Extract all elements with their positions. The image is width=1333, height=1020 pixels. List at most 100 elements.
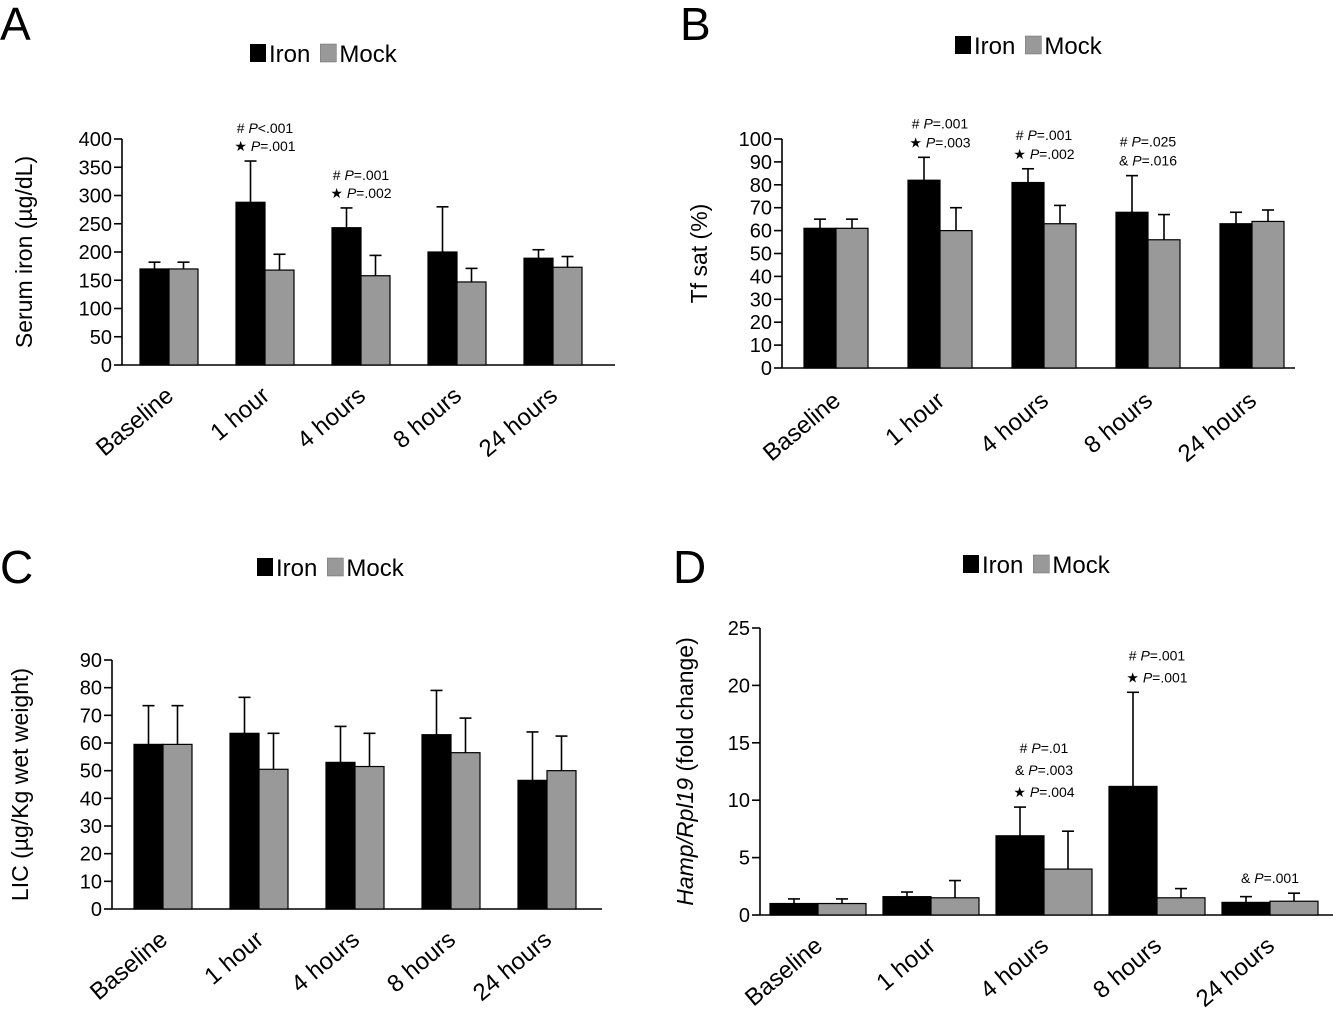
p-label: P: [1140, 647, 1150, 663]
significance-symbol: #: [333, 167, 345, 183]
x-tick-label: 24 hours: [468, 926, 557, 1007]
bar-mock-1: [258, 768, 289, 910]
significance-annotation: ★ P=.004: [1013, 784, 1074, 800]
y-tick-label: 5: [739, 848, 750, 870]
legend-label-iron: Iron: [974, 33, 1015, 60]
significance-annotation: & P=.001: [1241, 870, 1299, 886]
p-label: P: [251, 138, 261, 154]
y-tick-label: 60: [750, 221, 772, 243]
p-value: =.001: [260, 138, 296, 154]
bar-iron-3: [1108, 785, 1158, 916]
bar-iron-2: [1011, 181, 1045, 369]
bar-mock-2: [1043, 223, 1077, 369]
significance-symbol: ★: [1013, 146, 1029, 162]
p-value: =.003: [1038, 762, 1074, 778]
legend-swatch-mock: [1025, 35, 1042, 55]
y-tick-label: 0: [101, 355, 112, 377]
bar-mock-4: [546, 770, 577, 910]
significance-annotation: ★ P=.001: [1126, 669, 1187, 685]
y-axis-label: LIC (µg/Kg wet weight): [7, 668, 33, 901]
significance-symbol: &: [1015, 762, 1028, 778]
p-label: P: [248, 120, 258, 136]
y-axis-label: Hamp/Rpl19 (fold change): [672, 637, 698, 905]
legend-label-mock: Mock: [1052, 552, 1110, 579]
legend-swatch-iron: [963, 555, 979, 573]
p-value: <.001: [258, 120, 294, 136]
legend-label-mock: Mock: [346, 555, 404, 582]
y-tick-label: 20: [728, 675, 750, 697]
x-tick-label: 24 hours: [1173, 387, 1262, 468]
y-axis-label-part: (fold change): [672, 637, 698, 778]
p-value: =.002: [1039, 146, 1075, 162]
y-tick-label: 90: [750, 152, 772, 174]
p-label: P: [1143, 669, 1153, 685]
p-value: =.001: [933, 115, 969, 131]
x-tick-label: Baseline: [85, 926, 173, 1006]
y-axis-label-part: LIC (µg/Kg wet weight): [7, 668, 33, 901]
p-value: =.002: [356, 185, 392, 201]
legend-swatch-iron: [250, 44, 266, 62]
significance-annotation: # P=.001: [1129, 647, 1186, 663]
legend-swatch-mock: [320, 43, 337, 63]
p-label: P: [1030, 146, 1040, 162]
y-tick-label: 50: [750, 244, 772, 266]
y-axis-label-part: Serum iron (µg/dL): [11, 156, 37, 348]
p-label: P: [1027, 127, 1037, 143]
p-label: P: [1031, 740, 1041, 756]
significance-symbol: ★: [330, 185, 346, 201]
significance-symbol: #: [237, 120, 249, 136]
bar-iron-3: [427, 251, 458, 366]
bar-mock-1: [264, 269, 295, 366]
y-tick-label: 300: [79, 186, 112, 208]
bar-iron-1: [229, 732, 260, 910]
bar-mock-0: [168, 268, 199, 366]
bar-mock-1: [939, 230, 973, 369]
bar-iron-1: [882, 896, 932, 916]
x-tick-label: 4 hours: [286, 926, 365, 998]
significance-annotation: & P=.003: [1015, 762, 1073, 778]
legend-label-iron: Iron: [269, 41, 310, 68]
x-tick-label: 8 hours: [1079, 387, 1158, 459]
bar-mock-2: [354, 765, 385, 910]
significance-symbol: #: [1016, 127, 1028, 143]
bar-iron-4: [1219, 223, 1253, 369]
p-value: =.01: [1041, 740, 1069, 756]
x-tick-label: 4 hours: [292, 382, 371, 454]
y-tick-label: 15: [728, 733, 750, 755]
significance-annotation: # P=.001: [333, 167, 390, 183]
y-tick-label: 0: [761, 358, 772, 380]
panel-c: C Iron Mock 0 10 20 30 40 50 60 70 80 90 LIC (µg/Kg w…: [0, 541, 602, 1007]
panel-letter: D: [673, 541, 706, 593]
panel-a: A Iron Mock 0 50 100 150 200 250 300 350 400 Serum i…: [0, 0, 615, 463]
bar-mock-2: [360, 275, 391, 366]
significance-annotation: ★ P=.001: [234, 138, 295, 154]
y-axis-label: Serum iron (µg/dL): [11, 156, 37, 348]
bar-iron-1: [235, 201, 266, 366]
y-tick-label: 60: [80, 733, 102, 755]
y-tick-label: 100: [739, 129, 772, 151]
p-value: =.016: [1142, 153, 1178, 169]
y-tick-label: 250: [79, 214, 112, 236]
y-tick-label: 25: [728, 618, 750, 640]
x-tick-label: Baseline: [740, 932, 828, 1012]
bar-mock-0: [835, 227, 869, 369]
panel-d: D Iron Mock 0 5 10 15 20 25 Hamp/Rpl19 (fold chan…: [672, 541, 1333, 1013]
y-tick-label: 50: [80, 761, 102, 783]
bar-iron-0: [133, 743, 164, 910]
significance-annotation: & P=.016: [1119, 153, 1177, 169]
y-tick-label: 100: [79, 299, 112, 321]
p-value: =.001: [1150, 647, 1186, 663]
bar-iron-0: [139, 268, 170, 366]
bar-iron-0: [803, 227, 837, 369]
legend-label-mock: Mock: [1044, 33, 1102, 60]
bar-iron-4: [517, 779, 548, 910]
x-tick-label: Baseline: [758, 387, 846, 467]
legend-swatch-iron: [955, 36, 971, 54]
p-value: =.001: [354, 167, 390, 183]
significance-annotation: # P=.01: [1020, 740, 1069, 756]
x-tick-label: 24 hours: [474, 382, 563, 463]
x-tick-label: 1 hour: [199, 926, 268, 990]
y-tick-label: 10: [750, 335, 772, 357]
